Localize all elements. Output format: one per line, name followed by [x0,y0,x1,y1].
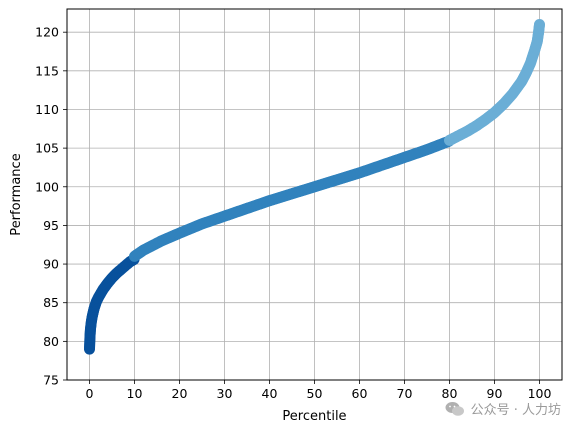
x-tick-label: 40 [262,386,278,401]
x-tick-label: 0 [86,386,94,401]
x-tick-label: 80 [442,386,458,401]
x-tick-label: 60 [352,386,368,401]
series-2 [129,135,455,262]
data-point [534,18,545,30]
y-axis-label: Performance [9,153,24,235]
x-tick-label: 10 [127,386,143,401]
series-3 [444,18,545,146]
y-tick-label: 120 [35,25,59,40]
wechat-icon [445,401,465,417]
grid [67,9,562,381]
x-tick-label: 20 [172,386,188,401]
x-tick-label: 50 [307,386,323,401]
y-tick-label: 90 [43,257,59,272]
data-points [84,18,545,355]
ticks: 0 10 20 30 40 50 60 70 80 90 100 75 80 85 90 95 100 105 11… [35,25,551,401]
y-tick-label: 110 [35,102,59,117]
y-tick-label: 95 [43,218,59,233]
y-tick-label: 75 [43,373,59,388]
x-tick-label: 70 [397,386,413,401]
y-tick-label: 85 [43,295,59,310]
x-tick-label: 100 [528,386,552,401]
y-tick-label: 105 [35,141,59,156]
y-tick-label: 80 [43,334,59,349]
x-tick-label: 30 [217,386,233,401]
series-1 [84,253,140,355]
y-tick-label: 100 [35,179,59,194]
watermark-text: 公众号 · 人力坊 [470,403,561,418]
y-tick-label: 115 [35,63,59,78]
x-tick-label: 90 [487,386,503,401]
watermark: 公众号 · 人力坊 [445,399,561,418]
x-axis-label: Percentile [282,409,346,424]
